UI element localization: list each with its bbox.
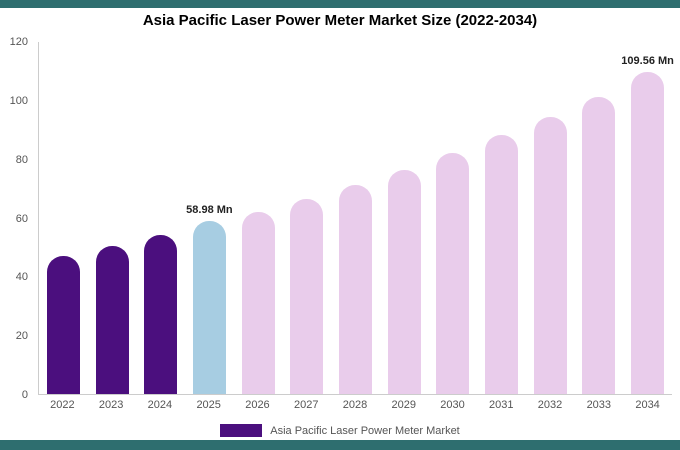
y-tick-80: 80 [15,154,28,166]
x-tick-2034: 2034 [635,399,660,411]
y-tick-40: 40 [15,271,28,283]
x-tick-2031: 2031 [489,399,514,411]
bar-2034: 109.56 Mn [621,55,674,394]
bar-slot-2023 [88,42,137,394]
legend: Asia Pacific Laser Power Meter Market [0,424,680,437]
x-tick-2030: 2030 [440,399,465,411]
bar-slot-2027 [282,42,331,394]
plot-area: 58.98 Mn 109.56 Mn [38,42,674,395]
bar-2027 [290,199,324,394]
x-tick-2027: 2027 [293,399,319,411]
bar-slot-2024 [136,42,185,394]
x-tick-2023: 2023 [98,399,124,411]
bar-2022 [46,256,80,394]
top-accent-strip [0,0,680,8]
bar-slot-2033 [575,42,624,394]
y-tick-60: 60 [15,213,28,225]
x-tick-2024: 2024 [147,399,173,411]
bar-slot-2025: 58.98 Mn [185,42,234,394]
x-tick-2029: 2029 [391,399,416,411]
legend-swatch [220,424,263,437]
x-tick-2032: 2032 [537,399,563,411]
x-axis: 2022 2023 2024 2025 2026 2027 2028 2029 2030 2031… [38,399,672,411]
bar-2025: 58.98 Mn [186,204,233,394]
bar-slot-2029 [380,42,429,394]
bar-2029 [387,170,421,394]
bar-2024 [144,235,178,394]
y-axis: 0 20 40 60 80 100 120 [0,36,32,401]
bar-2033 [582,97,616,394]
x-tick-2022: 2022 [50,399,75,411]
bar-2026 [241,212,275,394]
bottom-accent-strip [0,440,680,450]
bar-slot-2026 [234,42,283,394]
value-label-2025: 58.98 Mn [186,204,233,216]
legend-label: Asia Pacific Laser Power Meter Market [270,424,460,437]
bar-slot-2032 [526,42,575,394]
y-tick-120: 120 [9,36,28,48]
bar-slot-2022 [39,42,88,394]
y-tick-0: 0 [21,389,28,401]
bar-2023 [95,246,129,394]
x-tick-2026: 2026 [245,399,270,411]
bar-2028 [338,185,372,394]
x-tick-2033: 2033 [586,399,612,411]
value-label-2034: 109.56 Mn [621,55,674,67]
x-tick-2028: 2028 [342,399,368,411]
bar-slot-2031 [477,42,526,394]
bar-slot-2028 [331,42,380,394]
bar-slot-2030 [429,42,478,394]
y-tick-100: 100 [9,95,28,107]
chart-title: Asia Pacific Laser Power Meter Market Si… [142,12,538,29]
bar-slot-2034: 109.56 Mn [621,42,674,394]
y-tick-20: 20 [15,330,28,342]
bar-2031 [485,135,519,394]
bar-2032 [533,117,567,394]
x-tick-2025: 2025 [196,399,221,411]
bar-2030 [436,153,470,394]
